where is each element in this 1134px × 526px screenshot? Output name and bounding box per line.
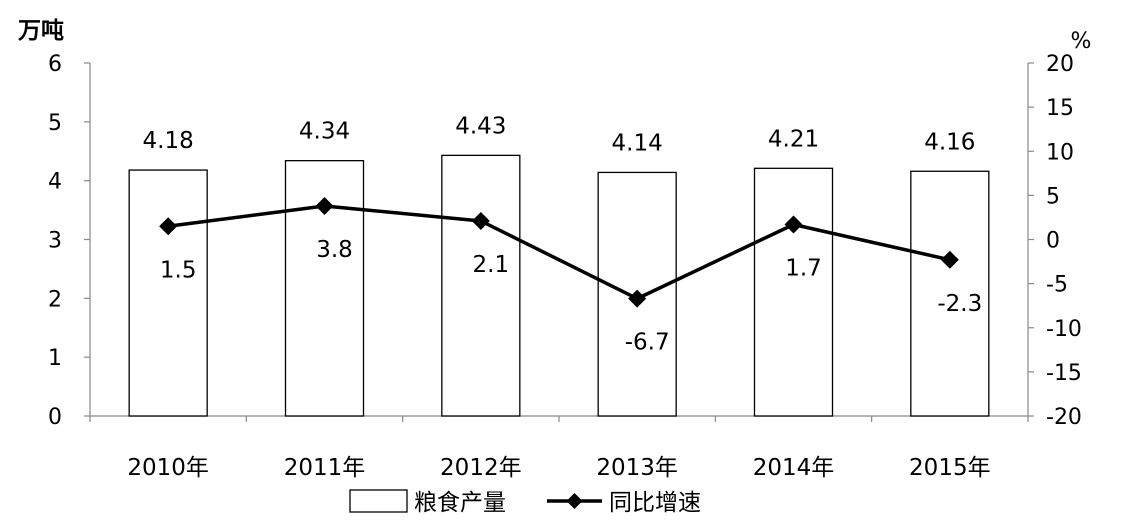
x-tick-label: 2015年: [909, 455, 991, 481]
y-right-unit: %: [1071, 29, 1092, 54]
y-right-tick-label: 0: [1046, 229, 1060, 254]
y-left-tick-label: 5: [48, 111, 62, 136]
x-tick-label: 2011年: [284, 455, 366, 481]
legend-bar-label: 粮食产量: [414, 490, 506, 516]
y-left-tick-label: 4: [48, 170, 62, 195]
bar-value-label: 4.14: [612, 130, 663, 156]
y-left-tick-label: 6: [48, 52, 62, 77]
line-point-marker: [628, 289, 647, 308]
y-right-tick-label: 15: [1046, 96, 1074, 121]
legend-line-label: 同比增速: [609, 490, 701, 516]
x-tick-label: 2013年: [596, 455, 678, 481]
x-tick-label: 2012年: [440, 455, 522, 481]
bar-value-label: 4.43: [455, 113, 506, 139]
bar: [753, 167, 834, 417]
bar-value-label: 4.21: [768, 126, 819, 152]
series-line: [167, 204, 951, 301]
line-point-marker: [315, 196, 334, 215]
y-right-tick-label: -10: [1046, 317, 1082, 342]
legend-bar-swatch: [349, 489, 408, 513]
y-left-tick-label: 1: [48, 346, 62, 371]
bar-value-label: 4.34: [299, 119, 350, 145]
y-right-tick-label: 5: [1046, 184, 1060, 209]
y-right-tick-label: -15: [1046, 361, 1082, 386]
bar-value-label: 4.18: [143, 128, 194, 154]
y-right-tick-label: 20: [1046, 52, 1074, 77]
x-tick-label: 2010年: [127, 455, 209, 481]
line-point-marker: [940, 250, 959, 269]
y-left-tick-label: 0: [48, 405, 62, 430]
bar: [910, 170, 990, 417]
y-left-tick-label: 2: [48, 287, 62, 312]
bar: [441, 154, 521, 417]
line-value-label: 3.8: [316, 237, 353, 263]
y-left-unit: 万吨: [18, 18, 64, 44]
y-right-tick-label: 10: [1046, 140, 1074, 165]
line-value-label: 1.5: [160, 257, 197, 283]
y-right-tick-label: -5: [1046, 273, 1068, 298]
line-value-label: -2.3: [937, 291, 982, 317]
y-right-tick-label: -20: [1046, 405, 1082, 430]
line-point-marker: [159, 217, 178, 236]
x-tick-label: 2014年: [753, 455, 835, 481]
line-series: [159, 196, 959, 308]
bar: [128, 169, 208, 417]
y-left-tick-label: 3: [48, 229, 62, 254]
bar-value-label: 4.16: [924, 129, 975, 155]
line-point-marker: [784, 215, 803, 234]
bar-series: [128, 154, 990, 417]
line-value-label: 1.7: [785, 255, 822, 281]
line-point-marker: [471, 211, 490, 230]
legend-diamond-marker: [566, 493, 583, 509]
data-labels: 4.18 4.34 4.43 4.14 4.21 4.16 1.5 3.8 2.1 -6.7 1.7…: [143, 113, 983, 355]
legend: 粮食产量 同比增速: [349, 489, 701, 516]
line-value-label: 2.1: [473, 252, 510, 278]
axes: 0 1 2 3 4 5 6 -20 -15 -10 -5 0 5 10 15 20 2010年 2011年 2012…: [18, 18, 1091, 481]
line-value-label: -6.7: [625, 330, 670, 356]
